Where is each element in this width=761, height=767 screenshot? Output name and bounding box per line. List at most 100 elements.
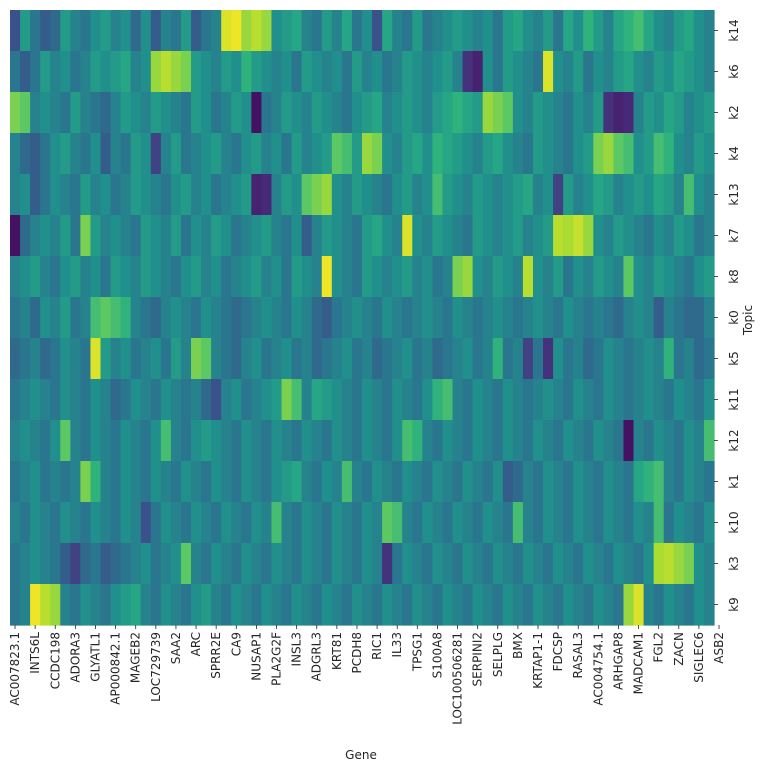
heatmap-cell <box>452 338 464 380</box>
heatmap-cell <box>553 543 564 585</box>
heatmap-cell <box>603 51 615 93</box>
heatmap-cell <box>180 379 192 421</box>
heatmap-cell <box>341 338 353 380</box>
heatmap-cell <box>472 174 484 216</box>
heatmap-cell <box>372 51 383 93</box>
heatmap-cell <box>281 174 293 216</box>
heatmap-cell <box>442 215 454 257</box>
heatmap-cell <box>372 297 383 339</box>
heatmap-cell <box>341 133 353 175</box>
heatmap-cell <box>633 502 645 544</box>
heatmap-cell <box>653 297 665 339</box>
heatmap-cell <box>693 256 705 298</box>
heatmap-cell <box>432 379 444 421</box>
heatmap-cell <box>170 133 182 175</box>
heatmap-cell <box>613 543 625 585</box>
heatmap-cell <box>583 92 594 134</box>
heatmap-cell <box>251 256 263 298</box>
heatmap-cell <box>452 256 464 298</box>
heatmap-cell <box>301 10 313 52</box>
heatmap-cell <box>432 420 444 462</box>
heatmap-cell <box>683 133 695 175</box>
x-tick-label: INTS6L <box>28 632 42 674</box>
heatmap-cell <box>553 215 564 257</box>
heatmap-cell <box>291 420 303 462</box>
heatmap-cell <box>502 502 514 544</box>
heatmap-cell <box>563 584 574 626</box>
heatmap-cell <box>251 92 263 134</box>
heatmap-cell <box>703 338 715 380</box>
heatmap-cell <box>573 420 584 462</box>
heatmap-cell <box>563 379 574 421</box>
heatmap-cell <box>532 174 544 216</box>
heatmap-cell <box>201 174 212 216</box>
heatmap-cell <box>281 502 293 544</box>
heatmap-cell <box>563 10 574 52</box>
heatmap-cell <box>130 174 142 216</box>
heatmap-cell <box>512 420 524 462</box>
heatmap-cell <box>693 379 705 421</box>
heatmap-cell <box>251 133 263 175</box>
heatmap-cell <box>593 338 604 380</box>
heatmap-cell <box>472 133 484 175</box>
heatmap-cell <box>221 10 232 52</box>
heatmap-cell <box>180 174 192 216</box>
x-tick-label: S100A8 <box>430 632 444 678</box>
heatmap-cell <box>653 379 665 421</box>
heatmap-cell <box>261 174 273 216</box>
heatmap-cell <box>301 420 313 462</box>
heatmap-cell <box>341 92 353 134</box>
heatmap-cell <box>573 297 584 339</box>
heatmap-cell <box>221 461 232 503</box>
heatmap-cell <box>663 92 675 134</box>
heatmap-cell <box>623 461 635 503</box>
heatmap-cell <box>663 379 675 421</box>
heatmap-cell <box>241 543 252 585</box>
heatmap-cell <box>201 338 212 380</box>
heatmap-cell <box>512 174 524 216</box>
heatmap-cell <box>432 338 444 380</box>
heatmap-cell <box>251 379 263 421</box>
x-tick-label: ADORA3 <box>68 632 82 683</box>
heatmap-cell <box>160 133 172 175</box>
heatmap-cell <box>140 256 152 298</box>
heatmap-cell <box>583 256 594 298</box>
heatmap-cell <box>492 215 504 257</box>
heatmap-cell <box>50 461 61 503</box>
heatmap-cell <box>673 133 685 175</box>
heatmap-cell <box>543 379 554 421</box>
heatmap-cell <box>231 461 242 503</box>
heatmap-cell <box>673 502 685 544</box>
heatmap-cell <box>100 92 112 134</box>
heatmap-cell <box>502 256 514 298</box>
heatmap-cell <box>150 502 162 544</box>
heatmap-cell <box>663 10 675 52</box>
heatmap-cell <box>160 92 172 134</box>
heatmap-cell <box>201 51 212 93</box>
heatmap-cell <box>693 215 705 257</box>
y-tick-label: k7 <box>727 228 741 243</box>
heatmap-cell <box>261 543 273 585</box>
heatmap-cell <box>281 543 293 585</box>
heatmap-cell <box>110 51 122 93</box>
heatmap-cell <box>512 133 524 175</box>
heatmap-cell <box>372 174 383 216</box>
heatmap-cell <box>120 256 132 298</box>
heatmap-cell <box>20 502 31 544</box>
heatmap-cell <box>291 10 303 52</box>
heatmap-cell <box>573 461 584 503</box>
heatmap-cell <box>10 379 21 421</box>
heatmap-cell <box>170 215 182 257</box>
heatmap-cell <box>170 338 182 380</box>
heatmap-cell <box>311 461 323 503</box>
heatmap-cell <box>442 584 454 626</box>
y-axis-ticks: k14 k6 k2 k4 k13 k7 k8 k0 k5 k11 k12 k1 k10 k3 k9 <box>714 19 741 612</box>
heatmap-cell <box>402 502 413 544</box>
heatmap-cell <box>321 297 333 339</box>
heatmap-cell <box>553 502 564 544</box>
heatmap-cell <box>653 133 665 175</box>
heatmap-cell <box>261 502 273 544</box>
heatmap-cell <box>502 174 514 216</box>
heatmap-cell <box>221 338 232 380</box>
heatmap-cell <box>382 420 393 462</box>
